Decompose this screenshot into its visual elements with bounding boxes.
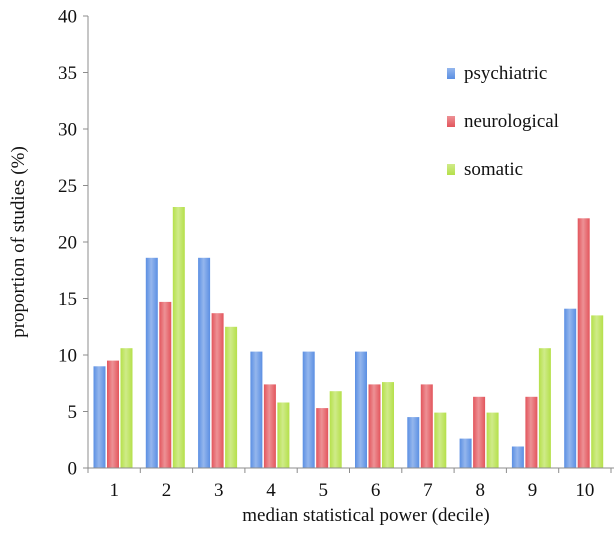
bar-somatic-7 bbox=[434, 412, 447, 468]
bar-neurological-6 bbox=[368, 384, 381, 468]
bar-psychiatric-1 bbox=[93, 366, 106, 468]
bar-psychiatric-3 bbox=[198, 257, 211, 468]
bar-psychiatric-8 bbox=[459, 438, 472, 468]
legend-label-neurological: neurological bbox=[464, 111, 559, 132]
bar-somatic-10 bbox=[591, 315, 604, 468]
y-tick-label: 0 bbox=[68, 459, 78, 480]
legend-swatch-somatic bbox=[447, 164, 455, 175]
bar-psychiatric-2 bbox=[145, 257, 158, 468]
bar-neurological-8 bbox=[473, 396, 486, 468]
bar-neurological-5 bbox=[316, 408, 329, 468]
x-tick-label: 10 bbox=[575, 480, 594, 501]
bar-neurological-2 bbox=[159, 301, 172, 468]
bar-somatic-6 bbox=[382, 382, 394, 468]
bar-somatic-5 bbox=[329, 391, 342, 468]
y-axis-title: proportion of studies (%) bbox=[8, 146, 29, 338]
bar-psychiatric-10 bbox=[564, 308, 577, 468]
y-tick-label: 20 bbox=[58, 233, 77, 254]
bar-neurological-10 bbox=[577, 218, 590, 468]
bar-somatic-2 bbox=[172, 207, 185, 468]
bar-neurological-9 bbox=[525, 396, 538, 468]
x-tick-label: 3 bbox=[214, 480, 224, 501]
y-tick-label: 30 bbox=[58, 120, 77, 141]
x-tick-label: 5 bbox=[319, 480, 329, 501]
x-tick-label: 7 bbox=[423, 480, 433, 501]
bar-neurological-1 bbox=[107, 360, 119, 468]
bar-somatic-4 bbox=[277, 402, 290, 468]
x-tick-label: 8 bbox=[475, 480, 485, 501]
y-tick-label: 40 bbox=[58, 7, 77, 28]
bar-somatic-3 bbox=[225, 326, 238, 469]
legend-label-psychiatric: psychiatric bbox=[464, 63, 547, 84]
bar-somatic-1 bbox=[120, 348, 133, 468]
bar-psychiatric-4 bbox=[250, 351, 263, 468]
x-tick-label: 4 bbox=[266, 480, 276, 501]
bar-neurological-3 bbox=[211, 313, 224, 468]
y-tick-label: 5 bbox=[68, 402, 78, 423]
bar-neurological-7 bbox=[420, 384, 433, 468]
y-ticks: 0 5 10 15 20 25 30 35 40 bbox=[58, 7, 88, 480]
bar-neurological-4 bbox=[263, 384, 276, 468]
legend: psychiatric neurological somatic bbox=[447, 63, 559, 180]
legend-label-somatic: somatic bbox=[464, 159, 523, 180]
bar-psychiatric-6 bbox=[355, 351, 367, 468]
bar-somatic-8 bbox=[486, 412, 499, 468]
y-tick-label: 35 bbox=[58, 63, 77, 84]
y-tick-label: 10 bbox=[58, 346, 77, 367]
x-tick-label: 2 bbox=[162, 480, 172, 501]
x-ticks: 1 2 3 4 5 6 7 8 9 10 bbox=[87, 468, 612, 501]
bar-psychiatric-9 bbox=[511, 446, 524, 468]
bar-psychiatric-5 bbox=[302, 351, 315, 468]
y-tick-label: 15 bbox=[58, 289, 77, 310]
x-tick-label: 1 bbox=[109, 480, 119, 501]
bars-layer bbox=[93, 207, 604, 469]
bar-psychiatric-7 bbox=[407, 417, 420, 468]
x-tick-label: 6 bbox=[371, 480, 381, 501]
bar-somatic-9 bbox=[538, 348, 551, 468]
legend-swatch-psychiatric bbox=[447, 68, 455, 79]
x-tick-label: 9 bbox=[528, 480, 538, 501]
x-axis-title: median statistical power (decile) bbox=[242, 505, 489, 526]
legend-swatch-neurological bbox=[447, 116, 455, 127]
y-tick-label: 25 bbox=[58, 176, 77, 197]
